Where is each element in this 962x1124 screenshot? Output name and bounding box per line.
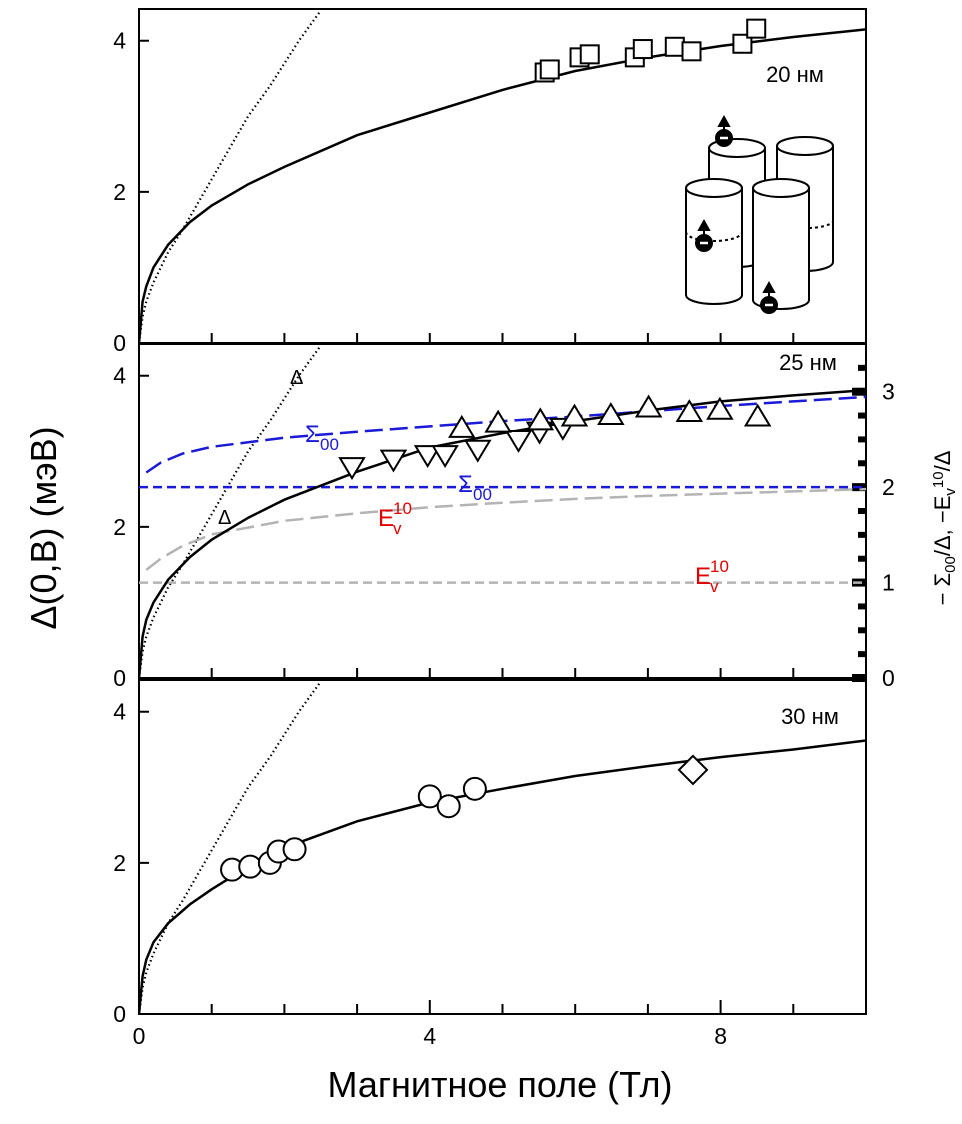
line-series	[145, 487, 866, 571]
x-tick-label: 4	[423, 1023, 436, 1049]
square-marker	[681, 41, 702, 62]
y2-minor-tick	[858, 436, 866, 443]
y-tick-label: 4	[113, 699, 126, 725]
y2-tick-label: 2	[882, 474, 895, 500]
x-tick-label: 0	[133, 1023, 146, 1049]
annotation: Σ	[458, 471, 473, 498]
circle-marker	[282, 837, 307, 862]
square-marker	[539, 59, 560, 80]
x-tick-label: 8	[714, 1023, 727, 1049]
y-axis-label: Δ(0,B) (мэВ)	[23, 426, 64, 629]
plot-frame	[138, 343, 867, 679]
circle-marker	[462, 776, 487, 801]
annotation: E	[695, 563, 711, 590]
y2-label-part: /Δ	[930, 450, 955, 471]
triangle-down-marker	[413, 445, 442, 469]
y2-tick-label: 1	[882, 570, 895, 596]
triangle-up-marker	[484, 409, 512, 433]
circle-marker	[238, 854, 263, 879]
y2-label-part: 00	[942, 556, 959, 573]
triangle-down-marker	[379, 449, 408, 473]
annotation-sub: 00	[320, 435, 339, 454]
diamond-marker	[677, 754, 709, 786]
square-marker	[664, 36, 685, 57]
y-tick-label: 2	[113, 514, 126, 540]
annotation-sub: v	[710, 577, 719, 596]
triangle-down-marker	[464, 439, 492, 463]
panel-label: 30 нм	[781, 704, 839, 729]
triangle-up-marker	[634, 394, 663, 418]
circle-marker	[436, 794, 461, 819]
annotation-sub: v	[393, 519, 402, 538]
plot-area	[139, 344, 866, 678]
triangle-down-marker	[431, 445, 459, 469]
panel-label: 20 нм	[766, 62, 824, 87]
triangle-up-marker	[597, 402, 625, 426]
triangle-up-marker	[743, 403, 772, 427]
line-series	[139, 388, 866, 678]
line-series	[139, 344, 322, 678]
line-series	[139, 9, 322, 343]
triangle-up-marker	[448, 414, 476, 438]
annotation-sup: 10	[710, 557, 729, 576]
annotation-sub: 00	[473, 485, 492, 504]
y-tick-label: 2	[113, 179, 126, 205]
annotation: E	[378, 505, 394, 532]
y2-label-part: v	[942, 488, 959, 496]
y2-minor-tick	[858, 412, 866, 419]
y2-tick-label: 3	[882, 379, 895, 405]
triangle-up-marker	[675, 399, 704, 423]
y2-minor-tick	[858, 651, 866, 658]
square-marker	[632, 39, 653, 60]
panel-label: 25 нм	[779, 350, 837, 375]
line-series	[139, 680, 322, 1014]
y2-axis-label: − Σ00/Δ, −Ev10/Δ	[930, 450, 959, 605]
triangle-up-marker	[706, 396, 734, 420]
y2-minor-tick	[858, 627, 866, 634]
triangle-down-marker	[504, 429, 533, 453]
y2-tick-label: 0	[882, 665, 895, 691]
panel: 0 2 4 20 нм	[113, 8, 867, 356]
annotation: Δ	[218, 507, 231, 529]
triangle-up-marker	[560, 403, 589, 427]
y2-minor-tick	[858, 460, 866, 467]
square-marker	[579, 44, 600, 65]
inset-cylinders	[685, 114, 834, 314]
triangle-down-marker	[338, 457, 366, 481]
y-tick-label: 4	[113, 363, 126, 389]
plot-area	[139, 680, 866, 1014]
annotation: Δ	[290, 367, 303, 389]
square-marker	[746, 18, 767, 39]
panel: 0 2 4 0 4 8 30 нм Магнитное поле (Тл)	[113, 679, 867, 1105]
square-marker	[732, 33, 753, 54]
triangle-up-marker	[526, 407, 555, 431]
y-tick-label: 4	[113, 28, 126, 54]
y2-tick	[852, 674, 866, 682]
circle-marker	[417, 784, 442, 809]
y2-minor-tick	[858, 531, 866, 538]
annotation: Σ	[305, 421, 320, 448]
y2-minor-tick	[858, 555, 866, 562]
y-tick-label: 0	[113, 330, 126, 356]
annotation-sup: 10	[393, 499, 412, 518]
x-axis-label: Магнитное поле (Тл)	[327, 1064, 672, 1105]
y2-label-part: /Δ, −E	[930, 496, 955, 557]
y2-label-part: 10	[930, 471, 947, 488]
y-tick-label: 0	[113, 665, 126, 691]
y-tick-label: 2	[113, 850, 126, 876]
y2-minor-tick	[858, 364, 866, 371]
y2-minor-tick	[858, 603, 866, 610]
y-tick-label: 0	[113, 1001, 126, 1027]
y2-minor-tick	[858, 508, 866, 514]
y2-label-part: − Σ	[930, 573, 955, 606]
plot-frame	[138, 679, 867, 1015]
